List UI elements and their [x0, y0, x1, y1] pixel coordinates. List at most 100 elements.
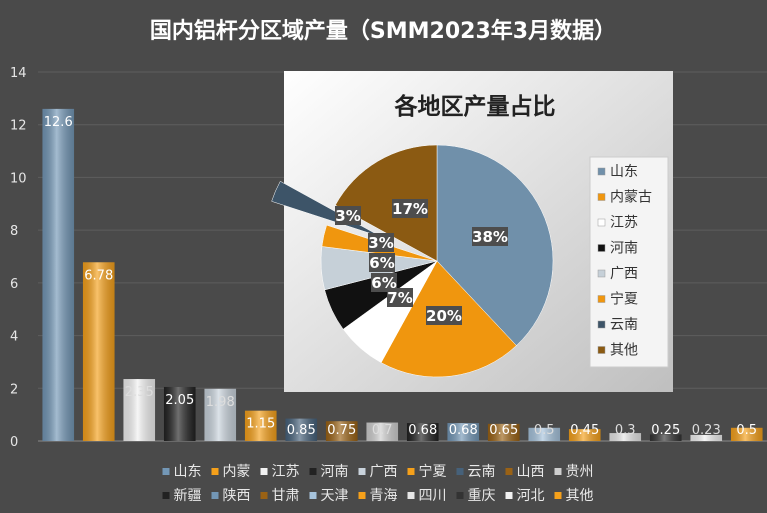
bar-value-label: 0.23	[692, 423, 721, 438]
legend-entry: 内蒙	[223, 464, 251, 480]
legend-swatch	[456, 468, 464, 475]
legend-swatch	[260, 492, 268, 499]
bar-value-label: 0.68	[408, 423, 437, 438]
pie-label-box	[368, 233, 394, 252]
legend-entry: 河北	[517, 488, 545, 504]
pie-label-box	[426, 306, 462, 325]
bar-value-label: 0.5	[736, 423, 757, 438]
legend-entry: 山东	[174, 464, 202, 480]
pie-label-box	[392, 199, 428, 218]
legend-swatch	[358, 468, 366, 475]
pie-data-label: 17%	[392, 200, 428, 218]
pie-legend-entry: 江苏	[610, 215, 638, 231]
bar-value-label: 0.5	[534, 423, 555, 438]
legend-swatch	[407, 492, 415, 499]
y-tick-label: 2	[10, 382, 18, 397]
bar-value-label: 6.78	[84, 268, 113, 283]
pie-data-label: 3%	[335, 207, 360, 225]
bar-value-label: 0.85	[287, 423, 316, 438]
bar-value-label: 2.05	[165, 393, 194, 408]
legend-entry: 四川	[419, 488, 447, 504]
y-tick-label: 14	[10, 66, 27, 81]
pie-data-label: 20%	[426, 307, 462, 325]
pie-legend-swatch	[597, 295, 606, 303]
legend-entry: 新疆	[174, 488, 202, 504]
bar-shine	[447, 423, 480, 441]
y-tick-label: 0	[10, 435, 18, 450]
legend-entry: 江苏	[272, 464, 300, 480]
bar-shine	[568, 429, 601, 441]
pie-label-box	[472, 227, 508, 246]
y-tick-label: 10	[10, 171, 27, 186]
pie-label-box	[371, 273, 397, 292]
bar-shine	[609, 433, 642, 441]
pie-data-label: 7%	[387, 289, 412, 307]
legend-entry: 天津	[321, 488, 349, 504]
legend-swatch	[505, 468, 513, 475]
y-axis-ticks: 0 2 4 6 8 10 12 14	[10, 66, 27, 450]
bar-value-labels: 12.6 6.78 2.35 2.05 1.98 1.15 0.85 0.75 0.7 0.68 0…	[44, 115, 757, 438]
bar-value-label: 2.35	[125, 385, 154, 400]
bar-value-label: 0.7	[372, 423, 393, 438]
bar-value-label: 0.68	[449, 423, 478, 438]
bar-series	[42, 108, 763, 442]
bar-value-label: 0.75	[327, 423, 356, 438]
legend-swatch	[554, 468, 562, 475]
pie-data-label: 38%	[472, 228, 508, 246]
pie-data-labels: 38%20%7%6%6%3%3%17%	[335, 199, 508, 325]
pie-chart-panel: 各地区产量占比 38%20%7%6%6%3%3%17% 山东内蒙古江苏河南广西宁…	[271, 71, 673, 392]
pie-label-box	[387, 288, 413, 307]
bar-shine	[285, 418, 318, 441]
legend-swatch	[554, 492, 562, 499]
legend-swatch	[358, 492, 366, 499]
bar-shine	[123, 379, 156, 441]
y-tick-label: 8	[10, 224, 18, 239]
pie-legend-swatch	[597, 346, 606, 354]
pie-label-box	[369, 253, 395, 272]
pie-chart-title: 各地区产量占比	[394, 93, 556, 120]
pie-legend-swatch	[597, 320, 606, 329]
legend-swatch	[211, 468, 219, 475]
pie-data-label: 3%	[368, 234, 393, 252]
legend-swatch	[162, 492, 170, 499]
pie-legend-swatch	[597, 218, 606, 227]
legend-entry: 重庆	[468, 488, 496, 504]
bar-shine	[82, 262, 115, 441]
pie-legend-entry: 河南	[610, 241, 638, 257]
legend-entry: 陕西	[223, 488, 251, 504]
bar-shine	[244, 410, 277, 441]
legend-swatch	[309, 468, 317, 475]
legend-entry: 云南	[468, 464, 496, 480]
pie-legend-entry: 内蒙古	[610, 190, 652, 206]
legend-entry: 广西	[370, 464, 398, 480]
bar-shine	[42, 108, 75, 442]
pie-legend-swatch	[597, 269, 606, 278]
y-tick-label: 4	[10, 330, 18, 345]
legend-entry: 山西	[517, 464, 545, 480]
pie-legend-swatch	[597, 167, 606, 176]
bar-shine	[204, 388, 237, 441]
bar-chart-title: 国内铝杆分区域产量（SMM2023年3月数据）	[150, 18, 616, 44]
legend-swatch	[162, 468, 170, 475]
legend-swatch	[407, 468, 415, 475]
legend-swatch	[456, 492, 464, 499]
pie-legend-swatch	[597, 193, 606, 201]
bar-shine	[406, 423, 439, 441]
pie-legend-entry: 云南	[610, 317, 638, 333]
legend-entry: 河南	[321, 464, 349, 480]
bar-value-label: 1.98	[206, 395, 235, 410]
pie-legend-entry: 宁夏	[610, 291, 638, 308]
pie-label-box	[335, 206, 361, 225]
pie-legend-entry: 其他	[610, 343, 638, 359]
legend-entry: 宁夏	[419, 463, 447, 480]
bar-shine	[325, 421, 358, 441]
legend-entry: 青海	[370, 488, 398, 504]
legend-entry: 其他	[566, 488, 594, 504]
bar-value-label: 1.15	[246, 417, 275, 432]
legend-swatch	[211, 492, 219, 499]
bar-value-label: 0.45	[570, 423, 599, 438]
pie-data-label: 6%	[371, 274, 396, 292]
